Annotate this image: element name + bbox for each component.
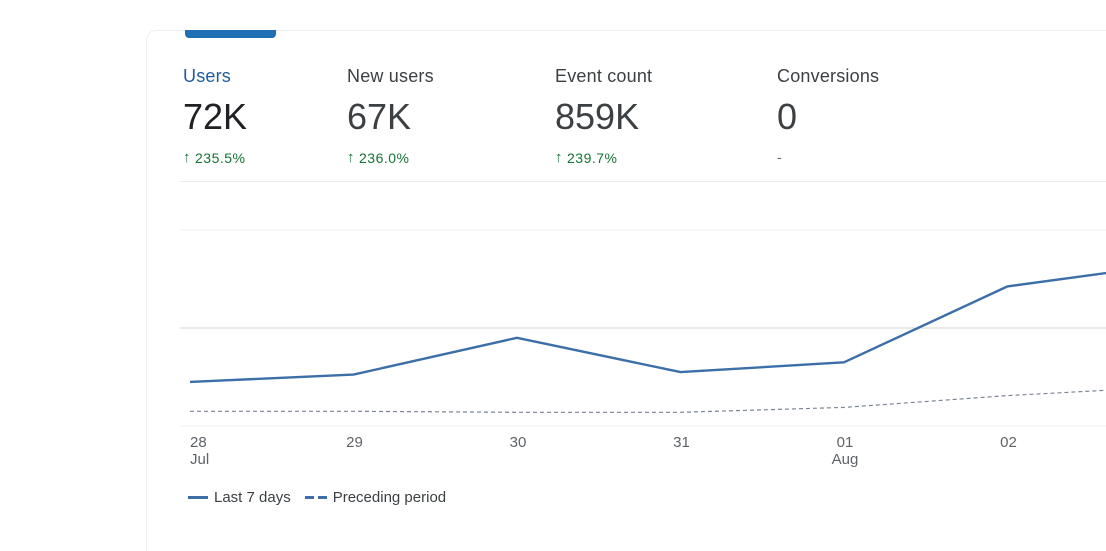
x-tick-day: 02: [1000, 434, 1017, 451]
x-tick-label: 02: [1000, 434, 1017, 451]
legend-label-last-7-days[interactable]: Last 7 days: [214, 489, 291, 506]
x-tick-day: 01: [832, 434, 859, 451]
x-tick-day: 30: [510, 434, 527, 451]
x-tick-month: Jul: [190, 451, 209, 468]
x-tick-day: 29: [346, 434, 363, 451]
x-tick-day: 28: [190, 434, 209, 451]
legend-dashed-line-icon: [305, 496, 327, 499]
x-tick-day: 31: [673, 434, 690, 451]
chart-legend: Last 7 days Preceding period: [188, 489, 446, 506]
x-tick-label: 30: [510, 434, 527, 451]
line-chart: [0, 0, 1106, 520]
series-line-preceding-period[interactable]: [190, 387, 1106, 413]
legend-solid-line-icon: [188, 496, 208, 499]
legend-label-preceding-period[interactable]: Preceding period: [333, 489, 446, 506]
x-tick-month: Aug: [832, 451, 859, 468]
x-tick-label: 28 Jul: [190, 434, 209, 468]
x-tick-label: 29: [346, 434, 363, 451]
x-tick-label: 01 Aug: [832, 434, 859, 468]
series-line-last-7-days[interactable]: [190, 264, 1106, 382]
x-tick-label: 31: [673, 434, 690, 451]
